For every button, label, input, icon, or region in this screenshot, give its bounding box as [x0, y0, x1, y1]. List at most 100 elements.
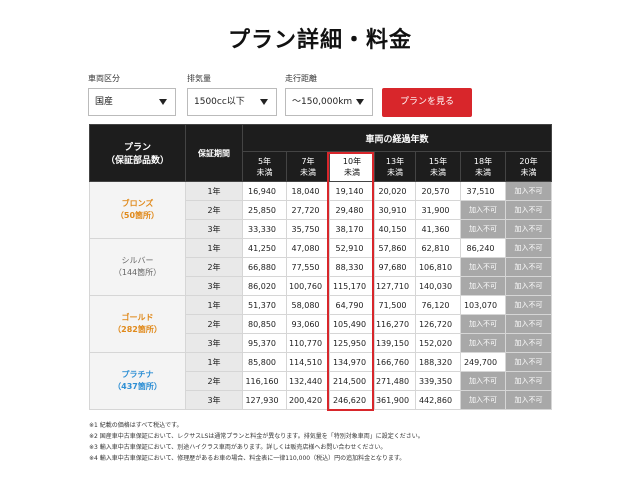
price-cell: 76,120: [415, 295, 461, 315]
mileage-label: 走行距離: [285, 74, 317, 83]
price-cell: 125,950: [329, 333, 375, 353]
year-label: 10年: [342, 156, 362, 166]
table-row: ゴールド （282箇所） 1年 51,370 58,080 64,790 71,500 76,…: [89, 295, 553, 353]
footnote-4: ※4 輸入車中古車保証において、修理歴があるお車の場合、料金表に一律110,00…: [89, 455, 406, 462]
price-cell: 19,140: [329, 181, 375, 201]
displacement-label: 排気量: [187, 74, 211, 83]
footnote-2: ※2 国産車中古車保証において、レクサスLSは通常プランと料金が異なります。排気…: [89, 433, 424, 440]
vehicle-type-select[interactable]: 国産: [88, 88, 176, 116]
price-cell: 20,020: [374, 181, 416, 201]
plan-name: プラチナ: [121, 370, 154, 379]
term-cell: 3年: [185, 276, 243, 296]
year-label: 18年: [473, 156, 493, 166]
table-row: 3年 127,930 200,420 246,620 361,900 442,860 加入不…: [90, 390, 553, 410]
displacement-select[interactable]: 1500cc以下: [187, 88, 277, 116]
price-cell: 106,810: [415, 257, 461, 277]
price-cell: 25,850: [242, 200, 287, 220]
year-column-header: 18年 未満: [460, 151, 506, 182]
price-cell: 126,720: [415, 314, 461, 334]
term-cell: 1年: [185, 238, 243, 258]
price-cell: 33,330: [242, 219, 287, 239]
price-cell: 71,500: [374, 295, 416, 315]
table-row: 2年 116,160 132,440 214,500 271,480 339,350 加入不…: [90, 371, 553, 391]
plan-parts: （50箇所）: [115, 211, 160, 220]
unavailable-cell: 加入不可: [504, 333, 553, 353]
price-cell: 30,910: [374, 200, 416, 220]
show-plans-button[interactable]: プランを見る: [382, 88, 472, 117]
term-header: 保証期間: [185, 124, 243, 182]
price-cell: 110,770: [286, 333, 330, 353]
unavailable-cell: 加入不可: [504, 314, 553, 334]
price-cell: 16,940: [242, 181, 287, 201]
price-cell: 361,900: [374, 390, 416, 410]
table-row: 3年 33,330 35,750 38,170 40,150 41,360 加入不可 加入不可: [90, 219, 553, 239]
year-column-header: 10年 未満: [329, 151, 375, 182]
unavailable-cell: 加入不可: [504, 238, 553, 258]
price-cell: 214,500: [329, 371, 375, 391]
price-cell: 139,150: [374, 333, 416, 353]
plan-parts: （437箇所）: [113, 382, 162, 391]
price-cell: 116,270: [374, 314, 416, 334]
price-cell: 200,420: [286, 390, 330, 410]
term-cell: 2年: [185, 371, 243, 391]
price-cell: 37,510: [460, 181, 506, 201]
unavailable-cell: 加入不可: [504, 219, 553, 239]
price-cell: 41,360: [415, 219, 461, 239]
table-row: シルバー （144箇所） 1年 41,250 47,080 52,910 57,860 62,…: [89, 238, 553, 296]
price-cell: 246,620: [329, 390, 375, 410]
price-cell: 86,020: [242, 276, 287, 296]
page-title: プラン詳細・料金: [227, 28, 412, 53]
price-cell: 80,850: [242, 314, 287, 334]
plan-name: ブロンズ: [121, 199, 154, 208]
price-cell: 166,760: [374, 352, 416, 372]
mileage-filter: 走行距離 ～150,000km: [285, 74, 373, 116]
plan-parts: （282箇所）: [113, 325, 162, 334]
unavailable-cell: 加入不可: [504, 181, 553, 201]
price-cell: 105,490: [329, 314, 375, 334]
plan-name-cell: シルバー （144箇所）: [89, 238, 186, 296]
unavailable-cell: 加入不可: [460, 276, 506, 296]
unavailable-cell: 加入不可: [504, 200, 553, 220]
year-suffix: 未満: [520, 167, 537, 177]
term-cell: 3年: [185, 219, 243, 239]
displacement-filter: 排気量 1500cc以下: [187, 74, 277, 116]
price-cell: 64,790: [329, 295, 375, 315]
unavailable-cell: 加入不可: [460, 257, 506, 277]
price-cell: 127,930: [242, 390, 287, 410]
price-cell: 57,860: [374, 238, 416, 258]
year-column-header: 20年 未満: [504, 151, 553, 182]
price-cell: 249,700: [460, 352, 506, 372]
unavailable-cell: 加入不可: [460, 333, 506, 353]
year-column-header: 15年 未満: [415, 151, 461, 182]
price-cell: 47,080: [286, 238, 330, 258]
price-cell: 35,750: [286, 219, 330, 239]
chevron-down-icon: [260, 99, 268, 105]
vehicle-type-label: 車両区分: [88, 74, 120, 83]
price-cell: 95,370: [242, 333, 287, 353]
footnote-1: ※1 紀載の価格はすべて税込です。: [89, 422, 183, 429]
term-cell: 3年: [185, 390, 243, 410]
vehicle-type-value: 国産: [95, 97, 114, 107]
year-label: 20年: [519, 156, 538, 166]
unavailable-cell: 加入不可: [504, 276, 553, 296]
mileage-select[interactable]: ～150,000km: [285, 88, 373, 116]
table-row: 3年 95,370 110,770 125,950 139,150 152,020 加入不可…: [90, 333, 553, 353]
term-cell: 2年: [185, 200, 243, 220]
price-cell: 103,070: [460, 295, 506, 315]
price-cell: 339,350: [415, 371, 461, 391]
price-cell: 132,440: [286, 371, 330, 391]
year-label: 13年: [385, 156, 405, 166]
year-label: 7年: [301, 156, 315, 166]
unavailable-cell: 加入不可: [460, 390, 506, 410]
price-cell: 38,170: [329, 219, 375, 239]
year-label: 15年: [428, 156, 448, 166]
price-cell: 62,810: [415, 238, 461, 258]
price-cell: 31,900: [415, 200, 461, 220]
term-cell: 1年: [185, 352, 243, 372]
plan-header: プラン （保証部品数）: [89, 124, 186, 182]
plan-header-title: プラン: [123, 143, 151, 153]
year-suffix: 未満: [430, 167, 446, 177]
unavailable-cell: 加入不可: [460, 219, 506, 239]
price-cell: 100,760: [286, 276, 330, 296]
price-cell: 52,910: [329, 238, 375, 258]
